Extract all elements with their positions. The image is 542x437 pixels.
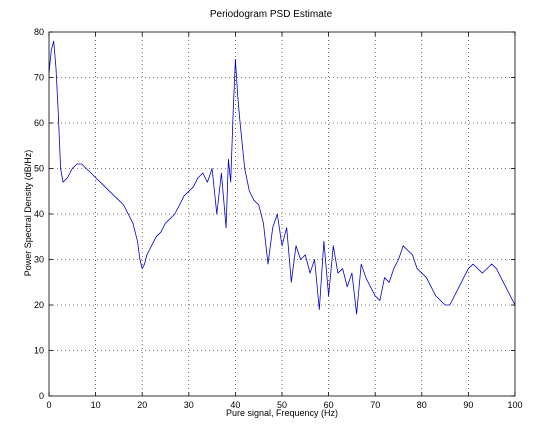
y-tick-label: 20 [34, 300, 44, 310]
x-tick-label: 80 [417, 400, 427, 410]
x-axis-label: Pure signal, Frequency (Hz) [226, 408, 338, 418]
y-tick-label: 80 [34, 27, 44, 37]
y-tick-label: 70 [34, 73, 44, 83]
x-tick-label: 60 [324, 400, 334, 410]
x-tick-label: 0 [46, 400, 51, 410]
plot-frame [48, 31, 516, 397]
y-tick-label: 30 [34, 255, 44, 265]
x-tick-label: 10 [91, 400, 101, 410]
x-tick-label: 40 [230, 400, 240, 410]
y-tick-label: 60 [34, 118, 44, 128]
x-tick-label: 90 [463, 400, 473, 410]
x-tick-label: 50 [277, 400, 287, 410]
x-tick-label: 20 [137, 400, 147, 410]
x-tick-label: 100 [507, 400, 522, 410]
y-tick-label: 40 [34, 209, 44, 219]
chart-title: Periodogram PSD Estimate [210, 9, 333, 20]
y-tick-label: 0 [39, 391, 44, 401]
tick-labels: 0 10 20 30 40 50 60 70 80 90 100 0 10 20 30 40 50 60 70 80 [34, 27, 523, 410]
y-tick-label: 10 [34, 346, 44, 356]
y-axis-label: Power Spectral Density (dB/Hz) [23, 150, 33, 277]
y-tick-label: 50 [34, 164, 44, 174]
x-tick-label: 30 [184, 400, 194, 410]
grid-lines [49, 32, 515, 396]
x-tick-label: 70 [370, 400, 380, 410]
psd-series-line [48, 40, 516, 315]
